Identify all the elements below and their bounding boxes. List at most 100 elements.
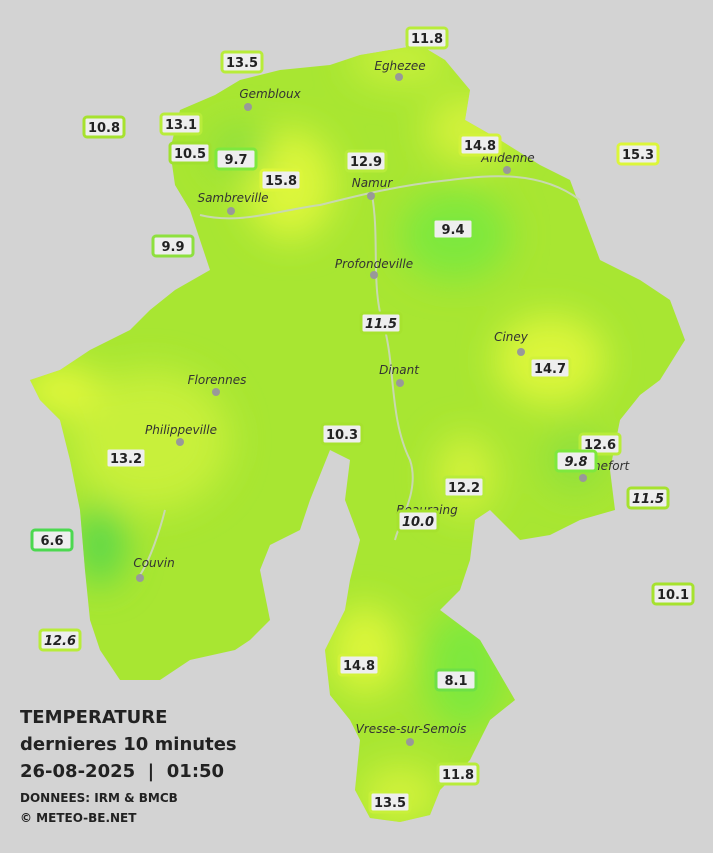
station-box [344,149,388,173]
station: 11.5 [626,486,670,510]
town-dot [517,348,525,356]
station-box [434,668,478,692]
town-dot [579,474,587,482]
title-line: dernieres 10 minutes [20,734,237,755]
station: 12.6 [578,432,622,456]
station: 10.8 [82,115,126,139]
station-box [578,432,622,456]
station-box [259,168,303,192]
town-dot [176,438,184,446]
station-box [626,486,670,510]
town-dot [227,207,235,215]
town-dot [136,574,144,582]
station-value: 14.7 [534,362,566,377]
station-value: 13.1 [165,118,197,133]
station: 13.5 [220,50,264,74]
station: 14.8 [458,133,502,157]
station-box [82,115,126,139]
town-label: Dinant [379,363,420,377]
town-dot [212,388,220,396]
station-value: 10.8 [88,121,120,136]
station: 14.8 [337,653,381,677]
town-label: Florennes [188,373,247,387]
station-box [396,509,440,533]
station-box [616,142,660,166]
station-box [220,50,264,74]
station: 10.5 [168,141,212,165]
station-value: 12.6 [44,634,76,649]
station-box [30,528,74,552]
station: 15.3 [616,142,660,166]
station: 12.9 [344,149,388,173]
station-box [159,112,203,136]
station-value: 14.8 [464,139,496,154]
station-value: 6.6 [40,534,63,549]
station-box [214,147,258,171]
station-box [442,475,486,499]
station-value: 15.8 [265,174,297,189]
station-value: 11.5 [365,317,397,332]
station-value: 10.3 [326,428,358,443]
station-value: 14.8 [343,659,375,674]
station-value: 11.5 [632,492,664,507]
station-value: 13.5 [226,56,258,71]
station-value: 13.2 [110,452,142,467]
town-dot [406,738,414,746]
station-value: 10.1 [657,588,689,603]
station: 9.7 [214,147,258,171]
source: DONNEES: IRM & BMCB [20,791,178,805]
station-value: 12.6 [584,438,616,453]
station: 11.8 [436,762,480,786]
station: 13.2 [104,446,148,470]
station-value: 9.7 [224,153,247,168]
station-box [151,234,195,258]
town-label: Sambreville [197,191,268,205]
station: 10.1 [651,582,695,606]
station: 8.1 [434,668,478,692]
town-label: Gembloux [239,87,301,101]
station-box [405,26,449,50]
station: 10.0 [396,509,440,533]
town-dot [367,192,375,200]
station-box [431,217,475,241]
station-value: 9.4 [441,223,464,238]
town-label: Eghezee [374,59,425,73]
station-box [458,133,502,157]
town-label: Profondeville [335,257,413,271]
station-value: 13.5 [374,796,406,811]
town-label: Ciney [494,330,529,344]
station: 9.9 [151,234,195,258]
town-label: Vresse-sur-Semois [356,722,467,736]
station-value: 11.8 [411,32,443,47]
station-box [528,356,572,380]
station: 15.8 [259,168,303,192]
town-dot [395,73,403,81]
station-value: 12.9 [350,155,382,170]
copyright: © METEO-BE.NET [20,811,137,825]
station-value: 11.8 [442,768,474,783]
town-label: Philippeville [145,423,217,437]
station: 11.8 [405,26,449,50]
station: 11.5 [359,311,403,335]
station: 14.7 [528,356,572,380]
station: 13.1 [159,112,203,136]
station-box [359,311,403,335]
station-value: 12.2 [448,481,480,496]
station-box [651,582,695,606]
station-value: 15.3 [622,148,654,163]
station: 9.8 [554,449,598,473]
rivers [139,175,581,576]
town-dot [503,166,511,174]
title-line: TEMPERATURE [20,707,167,728]
station-box [320,422,364,446]
station-value: 8.1 [444,674,467,689]
station: 10.3 [320,422,364,446]
station-box [368,790,412,814]
station-box [436,762,480,786]
station-box [337,653,381,677]
station-box [554,449,598,473]
town-dot [396,379,404,387]
station-value: 10.5 [174,147,206,162]
station-box [168,141,212,165]
